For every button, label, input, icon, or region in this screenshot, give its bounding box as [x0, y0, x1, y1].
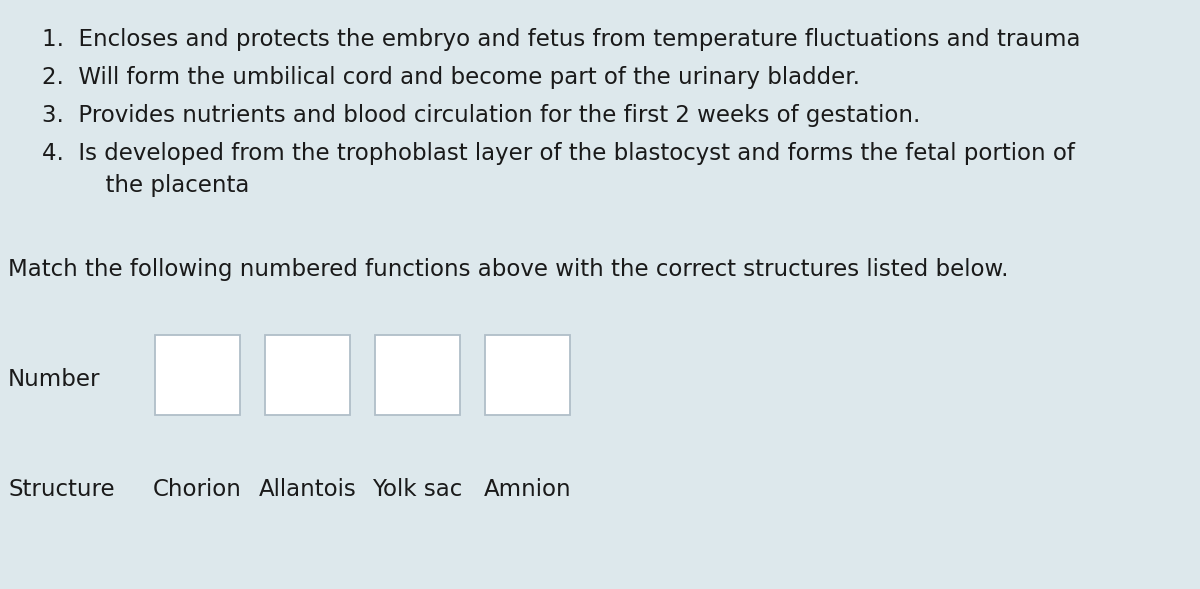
Text: Match the following numbered functions above with the correct structures listed : Match the following numbered functions a…	[8, 258, 1008, 281]
Text: 4.  Is developed from the trophoblast layer of the blastocyst and forms the feta: 4. Is developed from the trophoblast lay…	[42, 142, 1075, 165]
Text: 2.  Will form the umbilical cord and become part of the urinary bladder.: 2. Will form the umbilical cord and beco…	[42, 66, 860, 89]
Bar	[265, 335, 350, 415]
Text: 1.  Encloses and protects the embryo and fetus from temperature fluctuations and: 1. Encloses and protects the embryo and …	[42, 28, 1080, 51]
Text: Yolk sac: Yolk sac	[372, 478, 463, 501]
Bar	[374, 335, 460, 415]
Text: Number: Number	[8, 369, 101, 392]
Text: Structure: Structure	[8, 478, 115, 501]
Bar	[485, 335, 570, 415]
Text: the placenta: the placenta	[62, 174, 250, 197]
Text: Chorion: Chorion	[154, 478, 242, 501]
Bar	[155, 335, 240, 415]
Text: Allantois: Allantois	[259, 478, 356, 501]
Text: 3.  Provides nutrients and blood circulation for the first 2 weeks of gestation.: 3. Provides nutrients and blood circulat…	[42, 104, 920, 127]
Text: Amnion: Amnion	[484, 478, 571, 501]
